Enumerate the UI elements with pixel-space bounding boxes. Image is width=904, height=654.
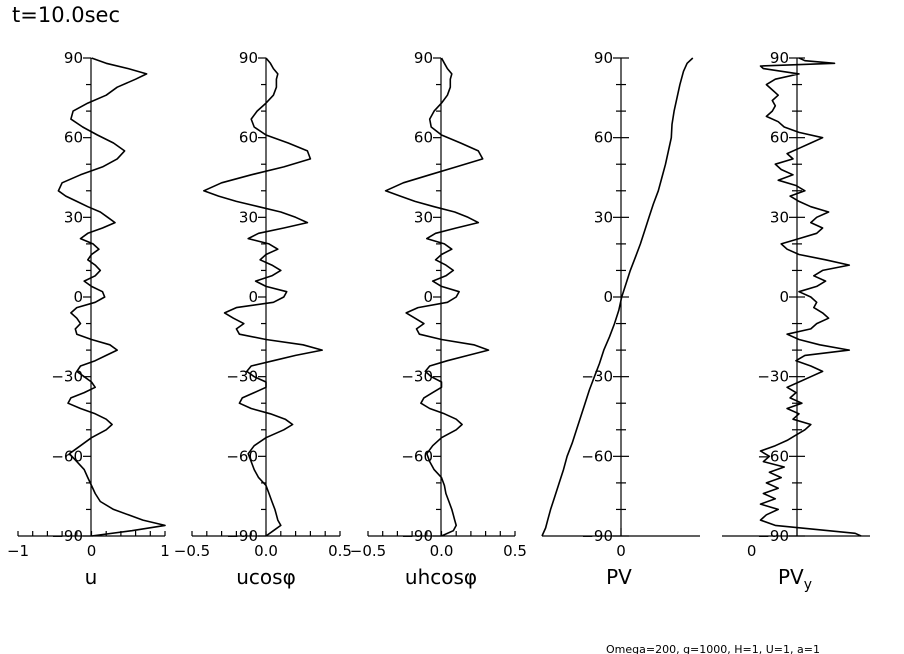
y-tick-label: −90: [581, 527, 613, 545]
y-tick-label: 60: [64, 129, 83, 147]
x-tick-label: 0: [747, 542, 757, 560]
y-tick-label: 0: [603, 288, 613, 306]
y-tick-label: 30: [414, 208, 433, 226]
y-tick-label: 60: [594, 129, 613, 147]
x-tick-label: −0.5: [350, 542, 386, 560]
x-tick-label: 0: [616, 542, 626, 560]
x-axis-label: uhcosφ: [405, 565, 477, 589]
series-line-3: [384, 57, 490, 537]
y-tick-label: −30: [757, 368, 789, 386]
y-tick-label: −90: [51, 527, 83, 545]
y-tick-label: 90: [594, 49, 613, 67]
y-tick-label: −30: [51, 368, 83, 386]
x-tick-label: 1: [160, 542, 170, 560]
footer-params: Omega=200, g=1000, H=1, U=1, a=1: [606, 643, 820, 654]
x-axis-label: u: [85, 565, 98, 589]
y-tick-label: 90: [64, 49, 83, 67]
x-tick-label: 0.5: [328, 542, 352, 560]
y-tick-label: 60: [770, 129, 789, 147]
x-tick-label: 0.0: [254, 542, 278, 560]
series-line-4: [541, 57, 694, 537]
y-tick-label: 30: [64, 208, 83, 226]
y-tick-label: 90: [239, 49, 258, 67]
y-tick-label: 30: [770, 208, 789, 226]
x-axis-label: PVy: [778, 565, 812, 593]
x-tick-label: 0.0: [430, 542, 454, 560]
x-tick-label: −0.5: [174, 542, 210, 560]
series-line-5: [759, 57, 862, 537]
y-tick-label: 0: [248, 288, 258, 306]
y-tick-label: 30: [594, 208, 613, 226]
y-tick-label: 90: [414, 49, 433, 67]
y-tick-label: 30: [239, 208, 258, 226]
series-line-1: [57, 57, 166, 537]
y-tick-label: −30: [401, 368, 433, 386]
y-tick-label: −60: [226, 447, 258, 465]
x-axis-label: ucosφ: [236, 565, 296, 589]
y-tick-label: −90: [401, 527, 433, 545]
panel-3: −90 −60 −30 0 30 60 90 −0.5 0.0 0.5 uhcosφ: [350, 49, 527, 589]
y-tick-label: 60: [414, 129, 433, 147]
y-tick-label: −60: [581, 447, 613, 465]
y-tick-label: 0: [73, 288, 83, 306]
y-tick-label: −90: [226, 527, 258, 545]
x-tick-label: −1: [7, 542, 29, 560]
y-tick-label: −60: [401, 447, 433, 465]
y-tick-label: −30: [581, 368, 613, 386]
series-line-2: [203, 57, 324, 537]
panel-4: −90 −60 −30 0 30 60 90 0 PV: [541, 49, 700, 589]
y-tick-label: −90: [757, 527, 789, 545]
y-tick-label: 60: [239, 129, 258, 147]
time-label: t=10.0sec: [12, 3, 120, 27]
panels: −90 −60 −30 0 30 60 90 −1 0 1 u −90 −60 −30 0 30 60 90 −0.…: [7, 49, 870, 593]
x-tick-label: 0.5: [503, 542, 527, 560]
panel-2: −90 −60 −30 0 30 60 90 −0.5 0.0 0.5 ucosφ: [174, 49, 352, 589]
y-tick-label: 0: [779, 288, 789, 306]
x-axis-label: PV: [606, 565, 632, 589]
y-tick-label: 0: [423, 288, 433, 306]
x-axis-label-subscript: y: [804, 577, 812, 593]
y-tick-label: −30: [226, 368, 258, 386]
y-tick-label: 90: [770, 49, 789, 67]
x-tick-label: 0: [87, 542, 97, 560]
